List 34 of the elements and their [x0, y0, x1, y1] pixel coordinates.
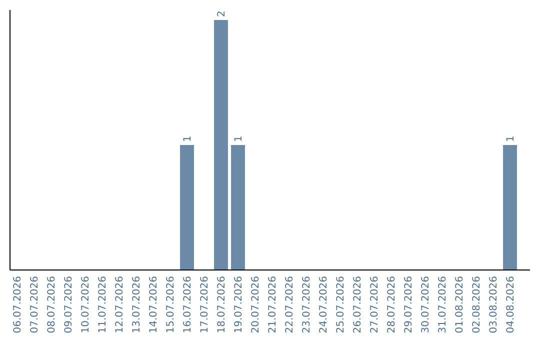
x-tick-label: 21.07.2026: [268, 276, 278, 334]
x-tick-label: 09.07.2026: [64, 276, 74, 334]
x-tick-label: 20.07.2026: [250, 276, 262, 334]
x-tick-label: 04.08.2026: [506, 276, 516, 334]
x-tick-label: 03.08.2026: [488, 276, 500, 334]
x-tick-label: 24.07.2026: [318, 276, 330, 334]
x-tick-label: 02.08.2026: [472, 276, 482, 334]
x-tick-label: 16.07.2026: [182, 276, 194, 334]
x-tick-label: 23.07.2026: [302, 276, 312, 334]
x-tick-label: 08.07.2026: [46, 276, 58, 334]
x-tick-label: 31.07.2026: [438, 276, 448, 334]
x-tick-label: 15.07.2026: [166, 276, 176, 334]
x-tick-label: 12.07.2026: [114, 276, 126, 334]
x-tick-label: 06.07.2026: [12, 276, 24, 334]
x-tick-label: 26.07.2026: [352, 276, 364, 334]
x-tick-label: 01.08.2026: [454, 276, 466, 334]
x-tick-label: 11.07.2026: [98, 276, 108, 334]
x-tick-label: 25.07.2026: [336, 276, 346, 334]
data-label: 1: [182, 136, 194, 142]
x-tick-label: 28.07.2026: [386, 276, 398, 334]
data-label: 2: [216, 10, 228, 17]
x-tick-label: 14.07.2026: [148, 276, 160, 334]
x-tick-label: 17.07.2026: [200, 276, 210, 334]
x-tick-label: 27.07.2026: [370, 276, 380, 334]
x-tick-label: 19.07.2026: [234, 276, 244, 334]
x-tick-label: 30.07.2026: [420, 276, 432, 334]
x-tick-label: 22.07.2026: [284, 276, 296, 334]
x-tick-label: 07.07.2026: [30, 276, 40, 334]
x-tick-label: 10.07.2026: [80, 276, 92, 334]
data-label: 1: [234, 136, 244, 142]
x-tick-label: 13.07.2026: [132, 276, 142, 334]
data-label: 1: [506, 136, 516, 142]
x-tick-label: 29.07.2026: [404, 276, 414, 334]
x-tick-label: 18.07.2026: [216, 276, 228, 334]
